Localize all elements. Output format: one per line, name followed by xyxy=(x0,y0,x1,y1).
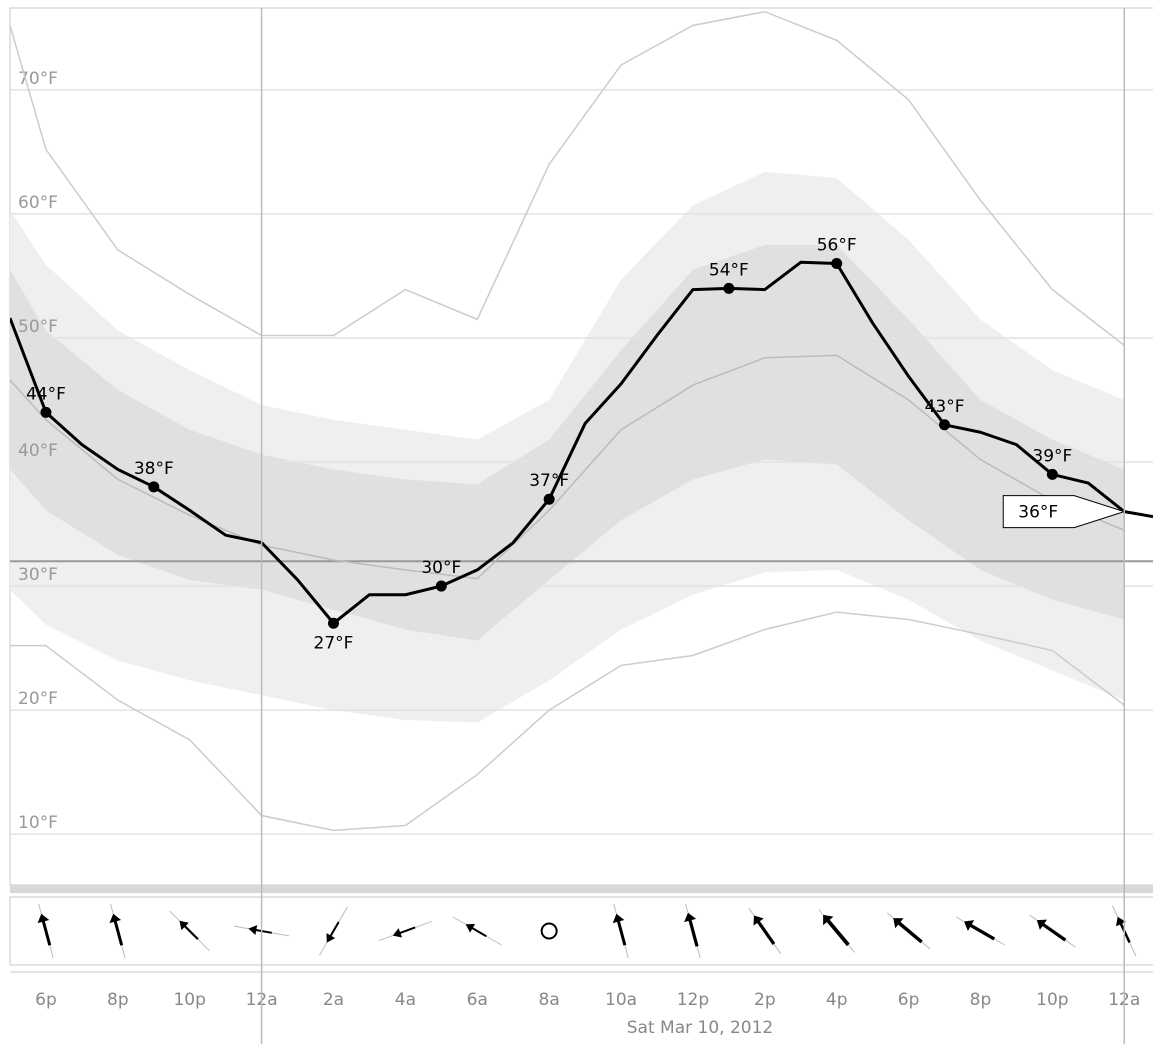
plot-shadow xyxy=(10,885,1153,893)
band xyxy=(10,244,1125,641)
wind-head xyxy=(326,933,336,943)
temperature-line xyxy=(10,260,1153,625)
wind-arrow xyxy=(37,903,54,959)
point xyxy=(939,419,951,431)
wind-head xyxy=(753,915,764,926)
wind-arrow xyxy=(748,907,782,955)
wind-head xyxy=(248,925,258,935)
wind-arrow xyxy=(319,906,348,956)
wind-head xyxy=(392,928,403,938)
x-tick-label: 4a xyxy=(395,990,416,1010)
wind-shaft xyxy=(470,926,487,938)
wind-shaft xyxy=(41,919,52,946)
wind-head xyxy=(109,913,122,924)
range-line xyxy=(10,354,1125,580)
wind-row xyxy=(37,903,1137,959)
value-label: 54°F xyxy=(709,260,749,280)
point xyxy=(1046,468,1058,480)
wind-arrow xyxy=(955,916,1005,946)
wind-panel xyxy=(9,896,1153,966)
wind-arrow xyxy=(378,920,432,942)
value-label: 56°F xyxy=(817,236,857,256)
y-tick-label: 30°F xyxy=(18,565,58,585)
x-tick-label: 2a xyxy=(323,990,344,1010)
x-tick-label: 10p xyxy=(173,990,205,1010)
x-tick-label: 6a xyxy=(467,990,488,1010)
wind-shaft xyxy=(756,919,776,945)
wind-head xyxy=(1116,916,1127,927)
point xyxy=(148,481,160,493)
wind-arrow xyxy=(169,910,210,952)
y-tick-label: 70°F xyxy=(18,69,58,89)
wind-head xyxy=(893,918,904,929)
wind-shaft xyxy=(328,921,340,938)
point xyxy=(40,406,52,418)
wind-arrow xyxy=(818,909,856,953)
wind-arrow xyxy=(684,903,701,959)
value-label: 38°F xyxy=(134,459,174,479)
value-label: 30°F xyxy=(421,558,461,578)
wind-shaft xyxy=(398,926,416,935)
point xyxy=(435,580,447,592)
wind-head xyxy=(684,912,697,923)
value-label: 27°F xyxy=(314,633,354,653)
point xyxy=(723,282,735,294)
x-axis: 6p 8p 10p 12a 2a 4a 6a 8a 10a 12p 2p 4p 6p 8p 10p 12a xyxy=(35,990,1140,1010)
wind-shaft xyxy=(254,928,273,934)
wind-head xyxy=(1036,919,1048,930)
y-tick-label: 40°F xyxy=(18,441,58,461)
wind-head xyxy=(465,923,476,933)
x-tick-label: 8p xyxy=(107,990,129,1010)
wind-head xyxy=(612,913,625,924)
wind-shaft xyxy=(825,918,850,947)
x-tick-label: 6p xyxy=(898,990,920,1010)
point xyxy=(831,258,843,270)
value-label: 39°F xyxy=(1032,446,1072,466)
wind-shaft xyxy=(968,923,996,941)
wind-arrow xyxy=(452,916,502,946)
y-tick-label: 50°F xyxy=(18,317,58,337)
wind-calm xyxy=(540,922,558,940)
value-label: 44°F xyxy=(26,384,66,404)
y-tick-label: 10°F xyxy=(18,813,58,833)
x-axis-title: Sat Mar 10, 2012 xyxy=(627,1018,773,1038)
wind-head xyxy=(964,920,975,931)
x-tick-label: 4p xyxy=(826,990,848,1010)
wind-shaft xyxy=(688,918,699,947)
wind-shaft xyxy=(113,919,124,946)
point xyxy=(327,617,339,629)
y-tick-label: 20°F xyxy=(18,689,58,709)
wind-arrow xyxy=(886,912,931,950)
callout-label: 36°F xyxy=(1018,503,1058,523)
point xyxy=(543,493,555,505)
wind-shaft xyxy=(182,924,199,940)
wind-arrow xyxy=(612,903,629,959)
wind-arrow xyxy=(1029,914,1076,948)
range-line xyxy=(10,611,1125,832)
wind-shaft xyxy=(896,920,923,944)
wind-head xyxy=(823,914,834,926)
range-line xyxy=(10,10,1125,346)
x-tick-label: 6p xyxy=(35,990,57,1010)
wind-head xyxy=(179,920,189,931)
x-tick-label: 2p xyxy=(754,990,776,1010)
x-tick-label: 8a xyxy=(539,990,560,1010)
wind-shaft xyxy=(616,919,627,946)
x-tick-label: 10a xyxy=(605,990,637,1010)
wind-head xyxy=(37,913,50,924)
x-tick-label: 12p xyxy=(677,990,709,1010)
callout-box xyxy=(1002,495,1126,529)
wind-shaft xyxy=(1040,922,1067,942)
y-tick-label: 60°F xyxy=(18,193,58,213)
plot-area: 10°F 20°F 30°F 40°F 50°F 60°F 70°F 44°F 38°F 27°F… xyxy=(10,10,1153,835)
wind-arrow xyxy=(109,903,126,959)
value-label: 37°F xyxy=(529,471,569,491)
x-tick-label: 8p xyxy=(970,990,992,1010)
value-label: 43°F xyxy=(925,397,965,417)
x-tick-label: 10p xyxy=(1036,990,1068,1010)
